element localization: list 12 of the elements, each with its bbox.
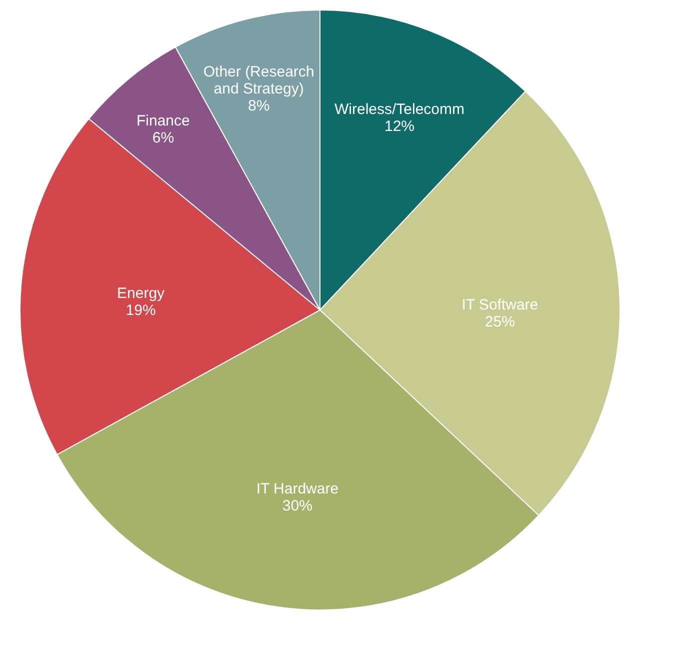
data-label: 12% <box>384 118 415 136</box>
data-label: 6% <box>152 129 174 146</box>
slice-label: Energy <box>117 285 166 302</box>
data-label: 19% <box>126 302 156 320</box>
slice-label: Other (Research and Strategy) <box>203 64 314 98</box>
data-label: 25% <box>484 313 515 330</box>
data-label: 30% <box>282 498 312 515</box>
slice-label: IT Software <box>462 296 538 314</box>
slice-label: Wireless/Telecomm <box>334 101 465 118</box>
slice-label: Finance <box>136 112 190 130</box>
data-label: 8% <box>248 98 270 115</box>
slice-label: IT Hardware <box>256 480 339 498</box>
